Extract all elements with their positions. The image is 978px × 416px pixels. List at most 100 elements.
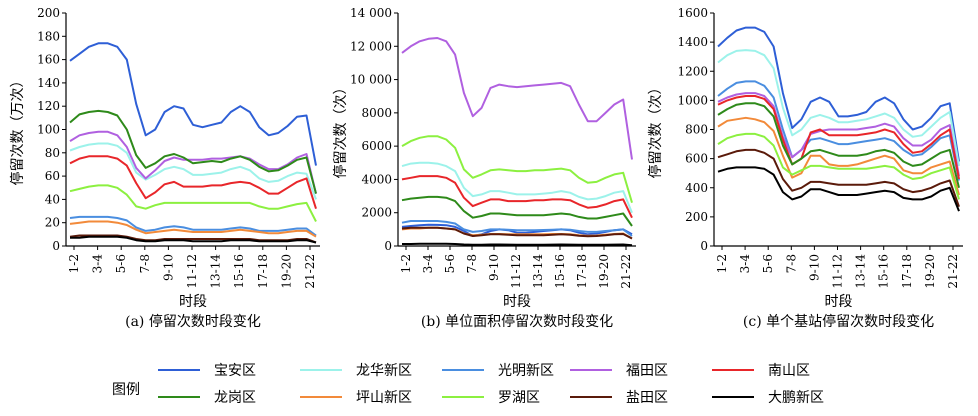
x-axis-label: 时段 <box>503 294 531 310</box>
x-tick-label: 13-14 <box>854 254 868 289</box>
series-line <box>401 37 633 160</box>
series-line <box>717 26 960 162</box>
legend-label: 福田区 <box>626 363 668 379</box>
legend-label: 宝安区 <box>214 363 256 379</box>
x-tick-label: 21-22 <box>946 254 960 289</box>
y-tick-label: 200 <box>37 6 60 20</box>
y-tick-label: 1200 <box>677 64 708 78</box>
y-tick-label: 1400 <box>677 35 708 49</box>
chart-caption: (a) 停留次数时段变化 <box>125 313 261 330</box>
legend-label: 盐田区 <box>626 390 668 406</box>
y-tick-label: 80 <box>45 146 60 160</box>
x-tick-label: 15-16 <box>232 254 246 289</box>
x-tick-label: 1-2 <box>399 254 413 273</box>
y-tick-label: 0 <box>52 239 60 253</box>
legend-label: 坪山新区 <box>356 390 412 406</box>
series-line <box>69 109 317 194</box>
x-tick-label: 3-4 <box>91 254 105 274</box>
series-line <box>69 42 317 166</box>
legend-label: 龙岗区 <box>214 390 256 406</box>
x-tick-label: 15-16 <box>877 254 891 289</box>
series-line <box>401 220 633 237</box>
y-axis-label: 停留次数（次） <box>647 81 664 179</box>
y-tick-label: 10 000 <box>350 73 392 87</box>
chart-c: 0 200 400 600 800 1000 1200 1400 1600 1-2 3-4 5-6 7-… <box>647 6 963 330</box>
chart-a: 0 20 40 60 80 100 120 140 160 180 200 1-2 3-4 5-6 7-8 9… <box>9 6 320 330</box>
x-tick-label: 17-18 <box>575 254 589 289</box>
y-tick-label: 180 <box>37 29 60 43</box>
legend-label: 大鹏新区 <box>768 390 824 406</box>
x-tick-label: 11-12 <box>509 254 523 289</box>
x-tick-label: 5-6 <box>114 254 128 273</box>
x-tick-label: 9-10 <box>487 254 501 281</box>
chart-b: 0 2000 4000 6000 8000 10 000 12 000 14 000 1-2 3-… <box>332 6 636 330</box>
x-tick-label: 5-6 <box>443 254 457 273</box>
legend-label: 龙华新区 <box>356 363 412 379</box>
x-tick-label: 11-12 <box>185 254 199 289</box>
x-tick-label: 9-10 <box>161 254 175 281</box>
x-axis-label: 时段 <box>825 294 853 310</box>
y-tick-label: 140 <box>37 76 60 90</box>
series-line <box>717 116 960 196</box>
series-line <box>401 161 633 214</box>
series-line <box>69 155 317 209</box>
x-tick-label: 21-22 <box>619 254 633 289</box>
y-tick-label: 800 <box>685 123 708 137</box>
series-line <box>717 49 960 167</box>
x-tick-label: 9-10 <box>807 254 821 281</box>
series-line <box>69 142 317 200</box>
x-tick-label: 15-16 <box>553 254 567 289</box>
x-tick-label: 1-2 <box>715 254 729 273</box>
x-tick-label: 3-4 <box>421 254 435 274</box>
legend-label: 罗湖区 <box>498 390 540 406</box>
x-tick-label: 19-20 <box>597 254 611 289</box>
y-axis-label: 停留次数（次） <box>332 81 349 179</box>
y-tick-label: 0 <box>384 239 392 253</box>
x-tick-label: 11-12 <box>831 254 845 289</box>
y-tick-label: 6000 <box>361 139 392 153</box>
y-tick-label: 8000 <box>361 106 392 120</box>
y-tick-label: 400 <box>685 181 708 195</box>
series-line <box>401 195 633 227</box>
x-tick-label: 13-14 <box>209 254 223 289</box>
series-line <box>401 135 633 203</box>
chart-caption: (b) 单位面积停留次数时段变化 <box>421 313 613 330</box>
y-tick-label: 0 <box>700 239 708 253</box>
series-line <box>69 234 317 244</box>
y-tick-label: 160 <box>37 53 60 67</box>
x-tick-label: 7-8 <box>465 254 479 273</box>
legend-title: 图例 <box>112 382 140 398</box>
y-tick-label: 14 000 <box>350 6 392 20</box>
legend-label: 南山区 <box>768 363 810 379</box>
series-line <box>717 80 960 181</box>
series-line <box>69 215 317 237</box>
series-line <box>401 226 633 240</box>
series-line <box>70 235 317 244</box>
series-line <box>717 148 960 208</box>
y-tick-label: 20 <box>45 216 60 230</box>
series-line <box>717 132 960 200</box>
y-axis-label: 停留次数（万次） <box>9 74 26 186</box>
series-line <box>401 175 633 219</box>
x-tick-label: 13-14 <box>531 254 545 289</box>
x-tick-label: 19-20 <box>279 254 293 289</box>
y-tick-label: 200 <box>685 210 708 224</box>
series-line <box>717 92 960 177</box>
y-tick-label: 100 <box>37 123 60 137</box>
y-tick-label: 2000 <box>361 206 392 220</box>
y-tick-label: 1000 <box>677 93 708 107</box>
y-tick-label: 1600 <box>677 6 708 20</box>
series-line <box>69 184 317 222</box>
y-tick-label: 60 <box>45 169 60 183</box>
series-line <box>717 102 960 189</box>
series-line <box>69 130 317 194</box>
x-tick-label: 7-8 <box>784 254 798 273</box>
series-line <box>401 223 633 237</box>
x-tick-label: 17-18 <box>256 254 270 289</box>
y-tick-label: 120 <box>37 99 60 113</box>
x-tick-label: 3-4 <box>738 254 752 274</box>
x-tick-label: 7-8 <box>138 254 152 273</box>
x-axis-label: 时段 <box>179 294 207 310</box>
